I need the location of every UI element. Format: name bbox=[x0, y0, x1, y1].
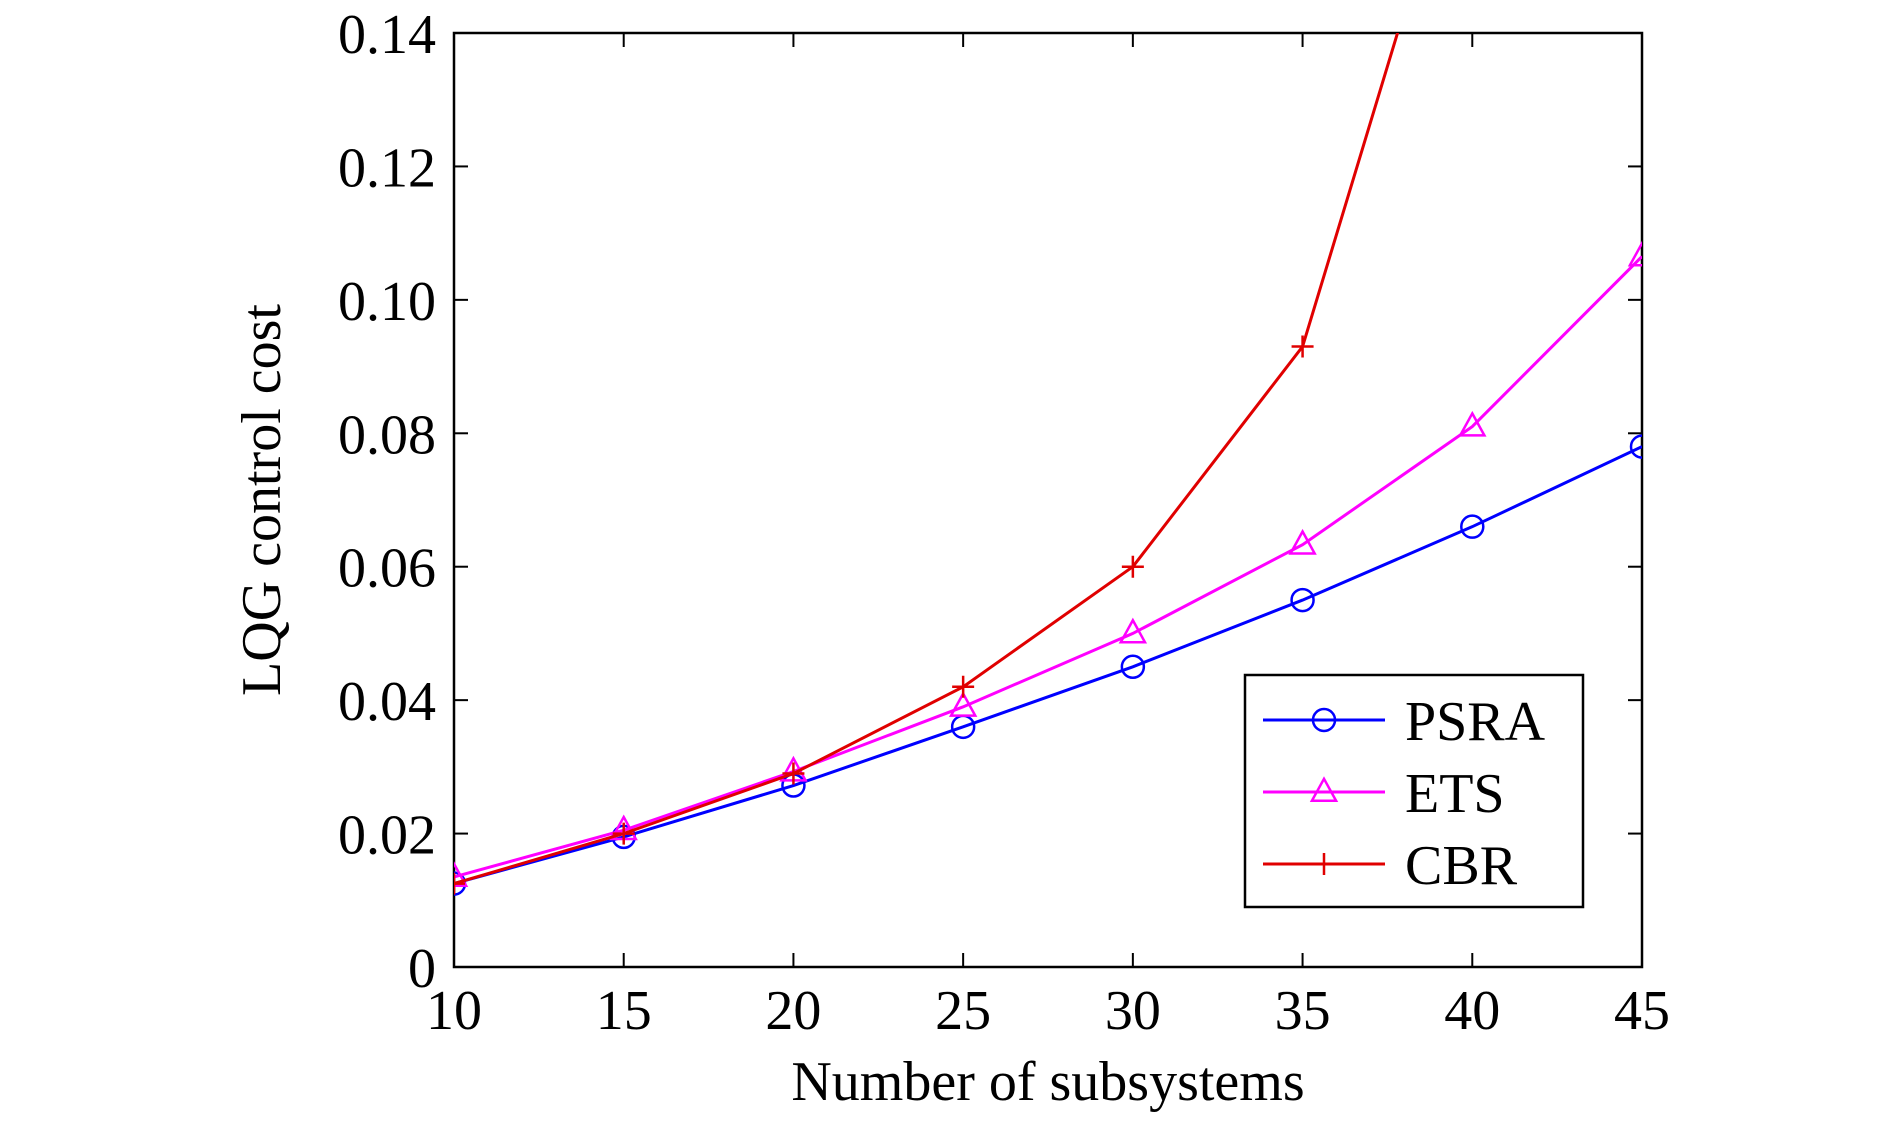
y-tick-label: 0.04 bbox=[338, 671, 436, 733]
y-tick-label: 0.02 bbox=[338, 805, 436, 867]
x-tick-label: 20 bbox=[765, 980, 821, 1042]
x-tick-label: 40 bbox=[1444, 980, 1500, 1042]
y-tick-label: 0.12 bbox=[338, 137, 436, 199]
x-tick-label: 15 bbox=[596, 980, 652, 1042]
plot-frame bbox=[452, 31, 1644, 969]
marker bbox=[1629, 434, 1642, 459]
marker bbox=[1288, 528, 1317, 555]
x-tick-label: 35 bbox=[1275, 980, 1331, 1042]
y-tick-label: 0.14 bbox=[338, 4, 436, 66]
x-tick-label: 25 bbox=[935, 980, 991, 1042]
legend-label: ETS bbox=[1405, 763, 1505, 825]
marker bbox=[948, 691, 978, 717]
marker bbox=[1627, 240, 1642, 267]
legend-label: PSRA bbox=[1405, 691, 1546, 753]
marker bbox=[454, 872, 465, 895]
x-tick-label: 45 bbox=[1614, 980, 1670, 1042]
y-tick-label: 0.10 bbox=[338, 271, 436, 333]
marker bbox=[1458, 410, 1487, 437]
legend-marker bbox=[1309, 776, 1339, 803]
y-tick-label: 0 bbox=[408, 938, 436, 1000]
legend-marker bbox=[1311, 707, 1337, 733]
y-tick-label: 0.08 bbox=[338, 404, 436, 466]
marker bbox=[1291, 335, 1314, 358]
x-tick-label: 30 bbox=[1105, 980, 1161, 1042]
marker bbox=[782, 762, 805, 785]
marker bbox=[1120, 654, 1146, 680]
marker bbox=[952, 675, 975, 698]
x-axis-label: Number of subsystems bbox=[791, 1051, 1304, 1113]
legend-label: CBR bbox=[1405, 835, 1518, 897]
marker bbox=[612, 822, 635, 845]
y-axis-label: LQG control cost bbox=[231, 304, 293, 696]
marker bbox=[1121, 555, 1144, 578]
series-line bbox=[454, 445, 1642, 886]
x-tick-label: 10 bbox=[426, 980, 482, 1042]
marker bbox=[454, 861, 469, 887]
marker bbox=[1460, 514, 1485, 539]
marker bbox=[1290, 587, 1315, 613]
marker bbox=[1118, 617, 1148, 644]
legend-marker bbox=[1313, 853, 1335, 875]
series-line bbox=[454, 255, 1642, 879]
plot-area bbox=[454, 33, 1642, 896]
y-tick-label: 0.06 bbox=[338, 538, 436, 600]
